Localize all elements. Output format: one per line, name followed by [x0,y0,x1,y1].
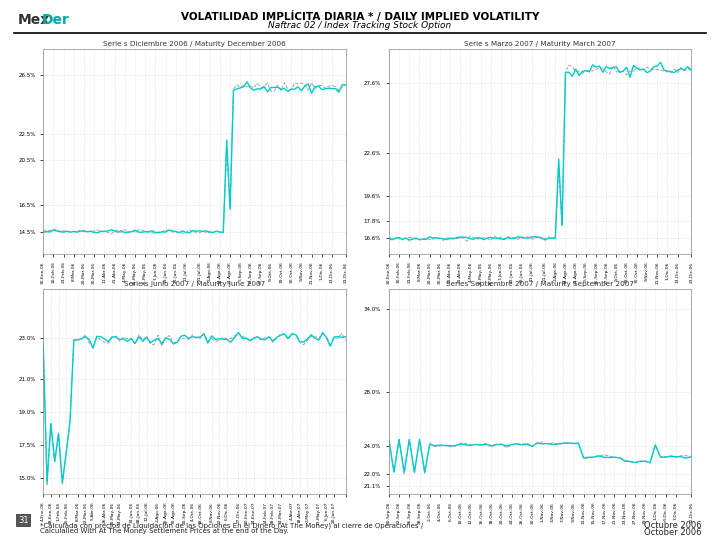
Title: Serie s Junio 2007 / Maturity June 2007: Serie s Junio 2007 / Maturity June 2007 [124,281,265,287]
Text: Naftrac 02 / Index Tracking Stock Option: Naftrac 02 / Index Tracking Stock Option [269,21,451,30]
Text: 31: 31 [18,516,29,525]
Text: October 2006: October 2006 [644,528,702,537]
Text: Der: Der [42,14,70,28]
Text: Mex: Mex [18,14,50,28]
Title: Serie s Marzo 2007 / Maturity March 2007: Serie s Marzo 2007 / Maturity March 2007 [464,41,616,47]
Text: VOLATILIDAD IMPLÍCITA DIARIA * / DAILY IMPLIED VOLATILITY: VOLATILIDAD IMPLÍCITA DIARIA * / DAILY I… [181,11,539,22]
Text: *Calculada con precios de Liquidación de las Opciones En el Dinero (At The Money: *Calculada con precios de Liquidación de… [40,521,423,529]
Text: Octubre 2006: Octubre 2006 [644,521,702,530]
Title: Series Septiembre 2007 / Maturity September 2007: Series Septiembre 2007 / Maturity Septem… [446,281,634,287]
Title: Serie s Diciembre 2006 / Maturity December 2006: Serie s Diciembre 2006 / Maturity Decemb… [103,41,286,47]
Text: Calculalled With At The Money Settlement Prices at the end of the Day.: Calculalled With At The Money Settlement… [40,528,288,534]
Legend: CAL, PUT: CAL, PUT [158,370,231,380]
Legend: CAL, PUT: CAL, PUT [503,370,577,380]
